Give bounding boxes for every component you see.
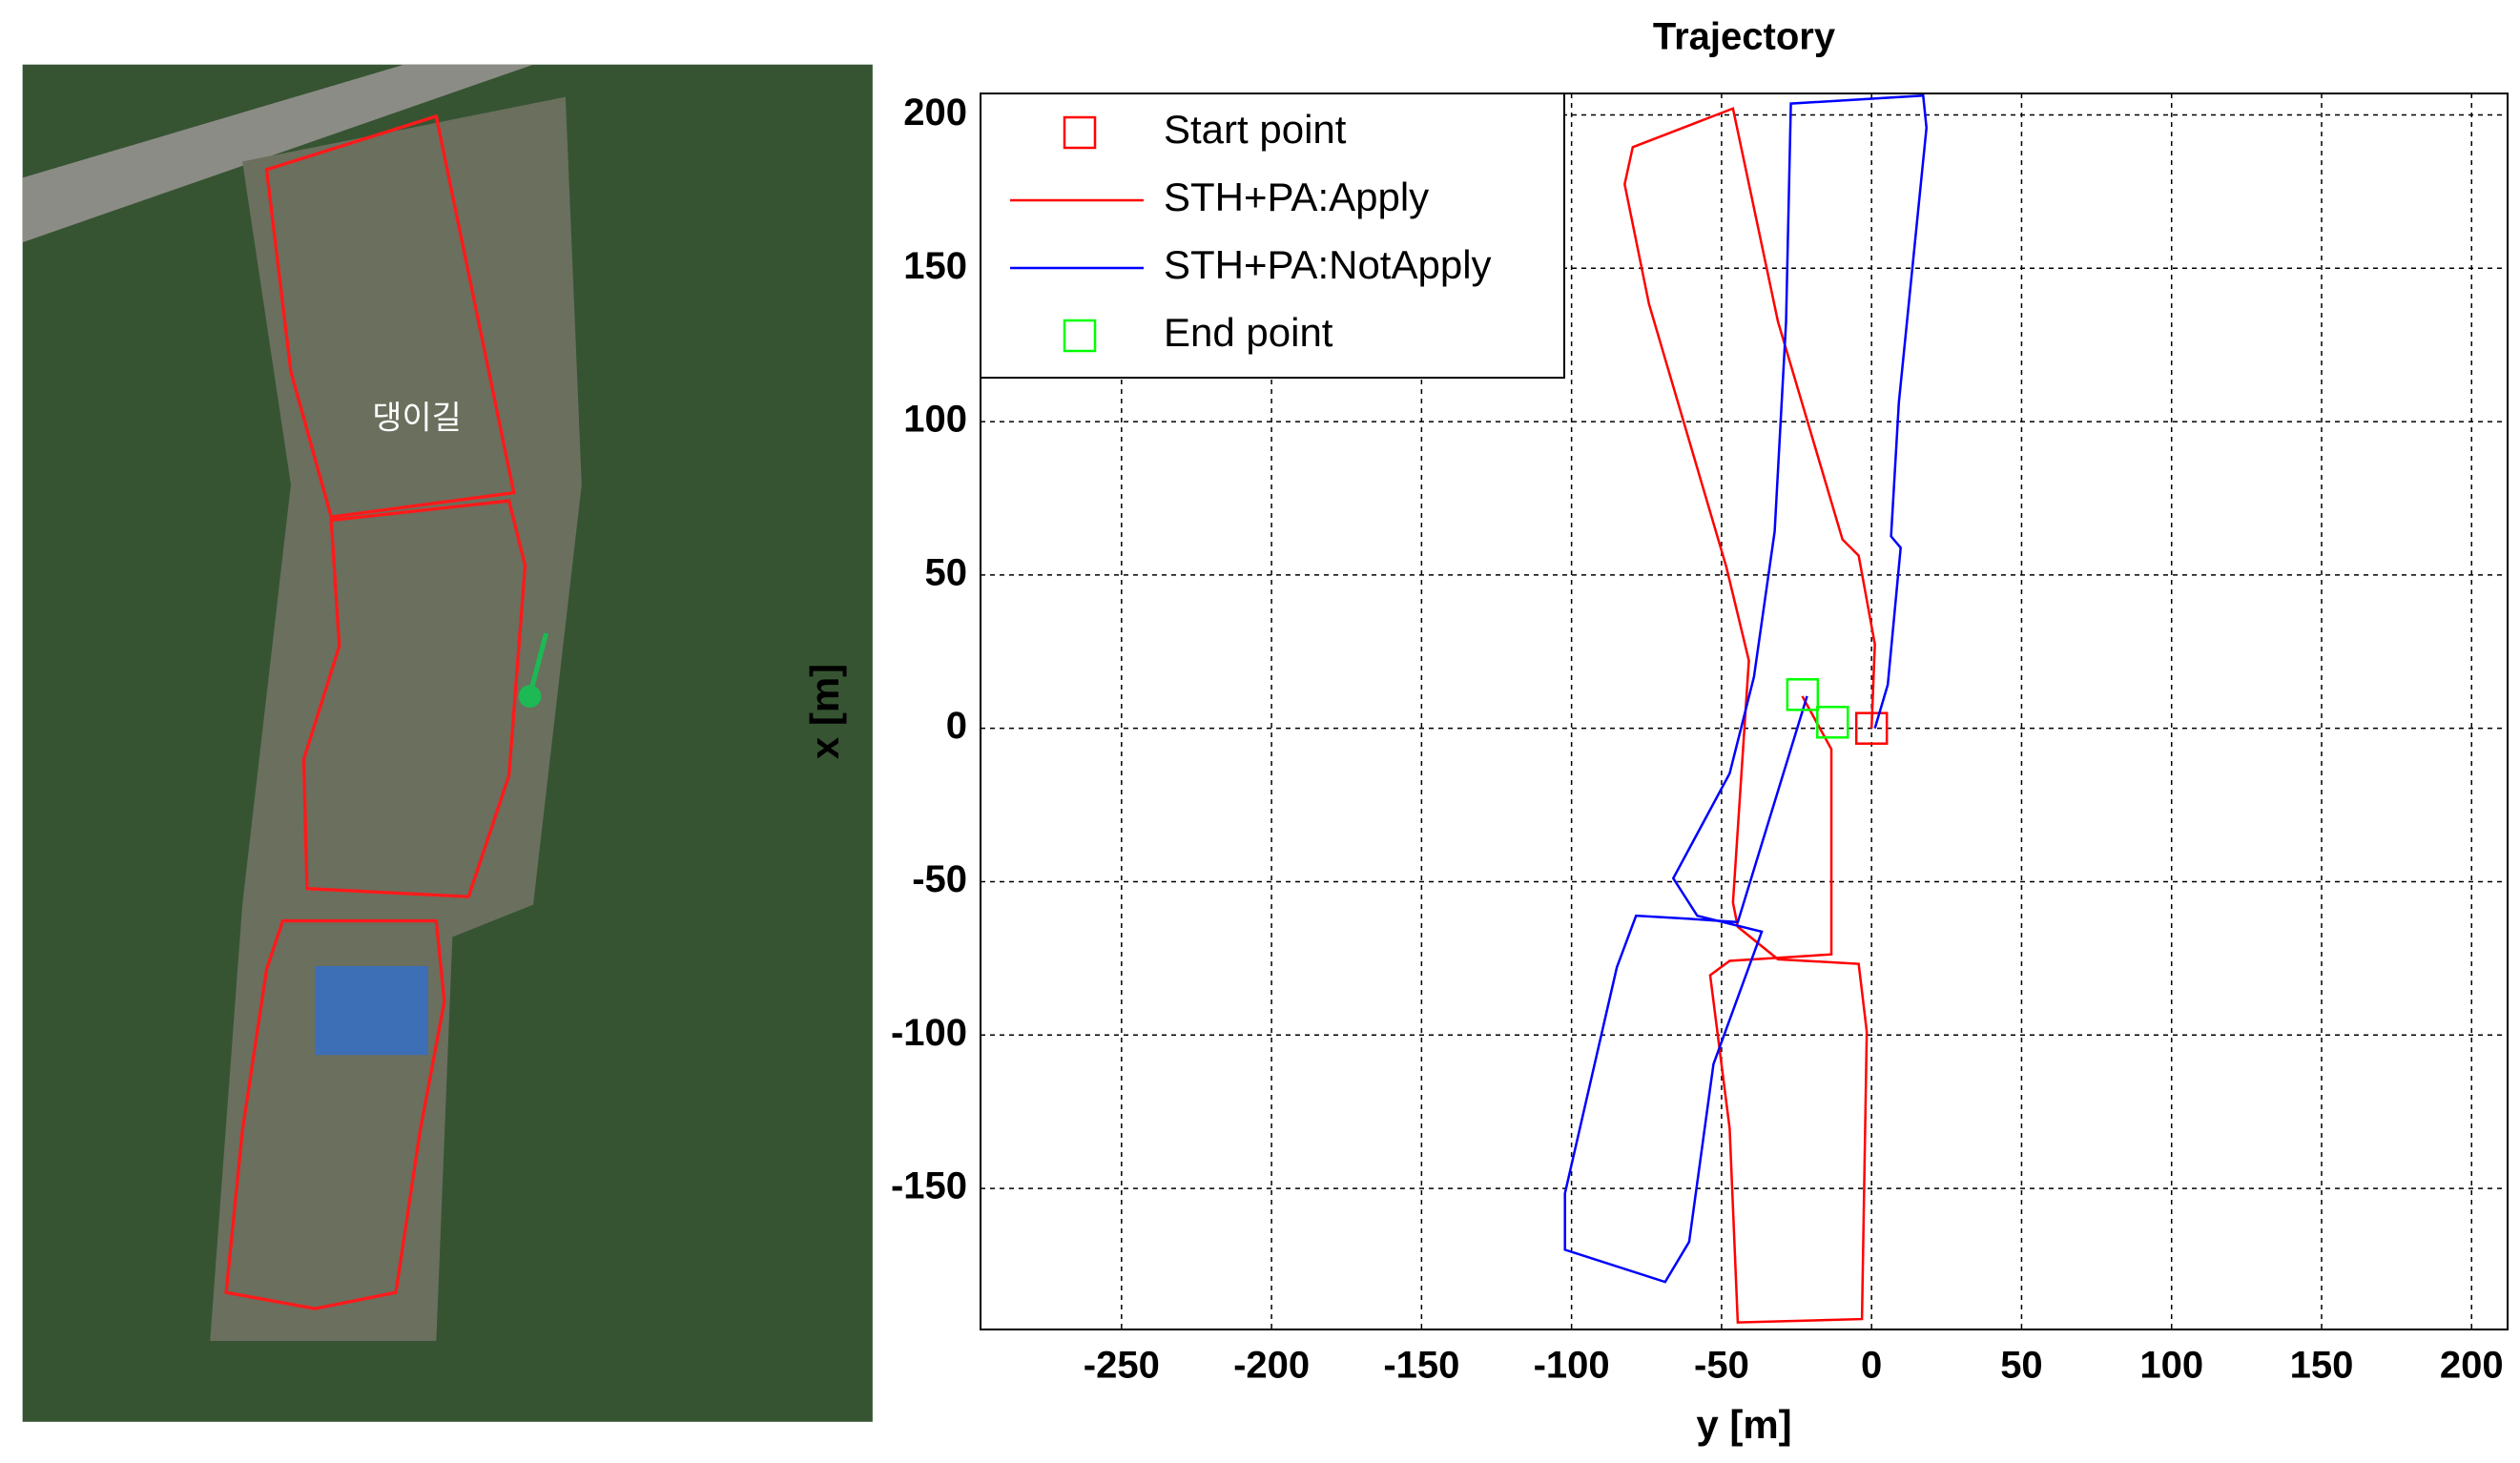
legend-label: Start point xyxy=(1164,107,1347,152)
y-axis-label: x [m] xyxy=(802,664,847,759)
trajectory-line xyxy=(1563,93,1928,1284)
x-tick-label: -50 xyxy=(1694,1345,1749,1387)
legend: Start point STH+PA:Apply STH+PA:NotApply En… xyxy=(980,93,1565,379)
y-tick-label: -100 xyxy=(891,1012,967,1054)
legend-label: End point xyxy=(1164,310,1333,355)
x-tick-label: 150 xyxy=(2290,1345,2354,1387)
legend-label: STH+PA:NotApply xyxy=(1164,242,1492,287)
route-arrow xyxy=(527,632,549,696)
pool-roof xyxy=(315,966,428,1056)
legend-box xyxy=(980,93,1565,379)
x-tick-label: -250 xyxy=(1084,1345,1160,1387)
point-marker xyxy=(1816,706,1849,739)
y-tick-label: 100 xyxy=(903,399,967,441)
x-tick-label: -150 xyxy=(1383,1345,1459,1387)
y-tick-label: -50 xyxy=(912,858,967,900)
x-tick-label: 100 xyxy=(2139,1345,2203,1387)
y-tick-label: 50 xyxy=(925,551,968,593)
x-tick-label: -200 xyxy=(1233,1345,1310,1387)
region xyxy=(301,499,527,898)
trajectory-line xyxy=(1623,107,1876,1324)
route-start xyxy=(518,685,542,708)
y-tick-label: -150 xyxy=(891,1165,967,1207)
plot-frame xyxy=(980,93,2509,1330)
x-axis-label: y [m] xyxy=(1696,1402,1791,1447)
x-tick-label: 50 xyxy=(2000,1345,2043,1387)
y-tick-label: 200 xyxy=(903,92,967,134)
point-marker xyxy=(1786,678,1820,711)
legend-marker xyxy=(1063,115,1097,150)
region xyxy=(224,918,446,1310)
region xyxy=(264,113,516,519)
chart-title: Trajectory xyxy=(1653,16,1836,58)
y-tick-label: 0 xyxy=(946,705,967,747)
legend-marker xyxy=(1063,319,1097,353)
map-label: 댕이길 xyxy=(372,400,462,436)
road xyxy=(22,64,534,243)
x-tick-label: 0 xyxy=(1861,1345,1882,1387)
satellite-map: 댕이길 xyxy=(22,64,873,1422)
y-tick-label: 150 xyxy=(903,245,967,287)
x-tick-label: 200 xyxy=(2440,1345,2504,1387)
village xyxy=(210,96,582,1342)
legend-label: STH+PA:Apply xyxy=(1164,175,1429,219)
x-tick-label: -100 xyxy=(1534,1345,1610,1387)
region-outlines xyxy=(224,113,527,1310)
